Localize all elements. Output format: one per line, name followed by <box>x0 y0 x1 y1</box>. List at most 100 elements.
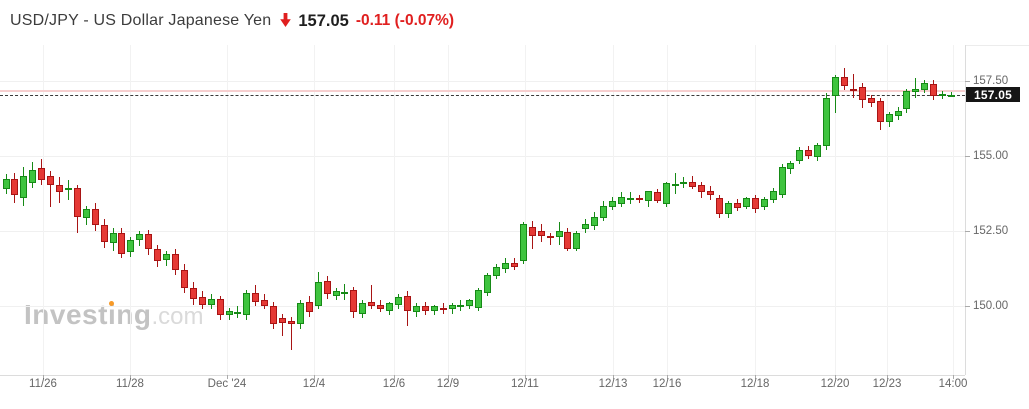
x-axis-tick <box>667 375 668 379</box>
price-down-arrow-icon <box>280 12 292 32</box>
candlestick <box>38 168 46 180</box>
candle-wick <box>674 172 676 194</box>
x-axis-tick <box>394 375 395 379</box>
candlestick <box>876 101 884 123</box>
candlestick <box>582 224 590 230</box>
candlestick <box>814 144 822 158</box>
candlestick <box>840 77 848 87</box>
candlestick <box>760 198 768 207</box>
candle-wick <box>852 73 854 98</box>
horizontal-gridline <box>0 81 965 82</box>
candlestick <box>751 198 759 209</box>
x-axis-tick <box>887 375 888 379</box>
candle-wick <box>692 175 694 189</box>
candlestick <box>528 226 536 236</box>
investing-watermark: Investing.com <box>24 299 203 331</box>
candlestick <box>207 298 215 305</box>
candlestick <box>778 166 786 195</box>
candlestick <box>832 77 840 96</box>
candlestick <box>644 191 652 201</box>
candlestick <box>716 197 724 215</box>
candlestick <box>314 282 322 306</box>
candlestick <box>136 234 144 240</box>
candle-wick <box>549 232 551 245</box>
x-axis-tick <box>953 375 954 379</box>
vertical-gridline <box>314 45 315 375</box>
candlestick <box>332 291 340 296</box>
candlestick <box>912 88 920 92</box>
y-axis-label: 152.50 <box>973 225 1009 237</box>
candlestick <box>537 231 545 236</box>
x-axis-tick <box>525 375 526 379</box>
candlestick <box>287 321 295 324</box>
y-axis-tick <box>965 81 970 82</box>
x-axis-tick <box>314 375 315 379</box>
instrument-header: USD/JPY - US Dollar Japanese Yen 157.05 … <box>10 9 454 33</box>
candlestick <box>279 318 287 323</box>
candlestick <box>145 234 153 249</box>
instrument-title: USD/JPY - US Dollar Japanese Yen <box>10 12 272 29</box>
candlestick <box>430 306 438 311</box>
candlestick <box>91 208 99 225</box>
candlestick <box>609 201 617 207</box>
vertical-gridline <box>43 45 44 375</box>
candle-wick <box>282 313 284 336</box>
candlestick <box>769 190 777 200</box>
candlestick <box>903 90 911 110</box>
vertical-gridline <box>394 45 395 375</box>
watermark-brand: Investing <box>24 299 152 330</box>
candlestick <box>341 291 349 294</box>
candlestick <box>698 184 706 192</box>
x-axis-line <box>0 375 965 376</box>
x-axis-label: 12/4 <box>302 378 326 390</box>
x-axis-label: 12/18 <box>740 378 770 390</box>
x-axis-tick <box>130 375 131 379</box>
candlestick <box>680 182 688 185</box>
candlestick <box>234 312 242 314</box>
x-axis-label: 12/23 <box>872 378 902 390</box>
candlestick <box>261 300 269 306</box>
vertical-gridline <box>227 45 228 375</box>
candlestick <box>858 87 866 100</box>
candlestick <box>296 303 304 324</box>
candlestick <box>733 202 741 208</box>
last-price-line <box>0 94 965 96</box>
candlestick <box>894 111 902 116</box>
candlestick <box>198 297 206 305</box>
candlestick <box>555 231 563 237</box>
price-change: -0.11 (-0.07%) <box>355 12 455 29</box>
candlestick <box>412 306 420 312</box>
candlestick <box>216 298 224 315</box>
candlestick <box>359 303 367 314</box>
candlestick <box>270 306 278 324</box>
y-axis-tick <box>965 231 970 232</box>
candlestick <box>350 289 358 312</box>
candlestick <box>617 197 625 204</box>
x-axis-tick <box>755 375 756 379</box>
candlestick <box>466 300 474 306</box>
previous-close-line <box>0 90 965 93</box>
candlestick <box>725 203 733 215</box>
candlestick <box>457 305 465 308</box>
candlestick <box>787 162 795 169</box>
candlestick <box>29 169 37 183</box>
watermark-suffix: .com <box>151 303 204 330</box>
candlestick <box>421 306 429 311</box>
x-axis-tick <box>227 375 228 379</box>
candle-wick <box>371 285 373 309</box>
candlestick <box>82 208 90 218</box>
candlestick <box>368 301 376 306</box>
candle-wick <box>915 78 917 98</box>
x-axis-label: 12/20 <box>820 378 850 390</box>
y-axis-line <box>965 45 966 375</box>
horizontal-gridline <box>0 231 965 232</box>
y-axis-label: 157.50 <box>973 75 1009 87</box>
candlestick <box>394 297 402 305</box>
candlestick <box>653 192 661 201</box>
candlestick <box>2 178 10 189</box>
plot-area[interactable] <box>0 45 965 375</box>
x-axis-label: 12/6 <box>382 378 406 390</box>
candlestick <box>493 267 501 276</box>
vertical-gridline <box>835 45 836 375</box>
